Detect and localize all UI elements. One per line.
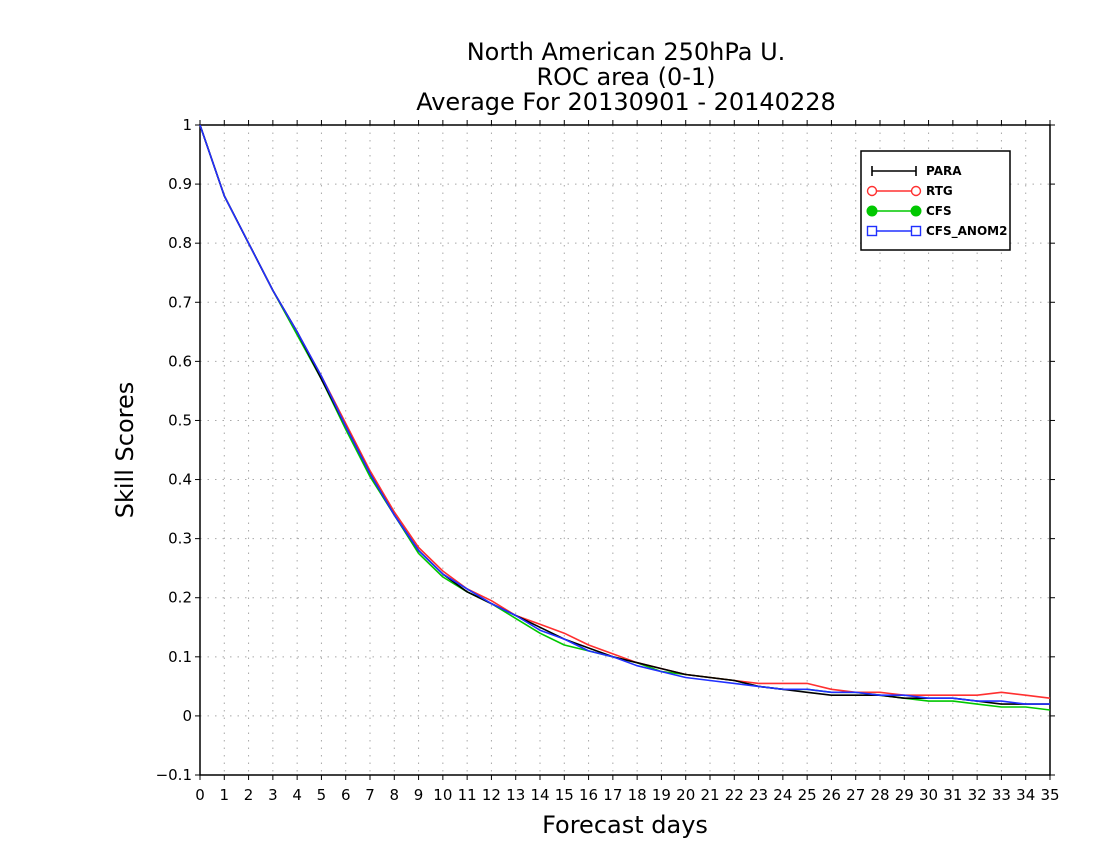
- x-axis-label: Forecast days: [542, 811, 708, 839]
- x-tick-label: 17: [603, 786, 622, 804]
- chart-title-line-3: Average For 20130901 - 20140228: [416, 88, 836, 116]
- legend-label-cfs-anom2: CFS_ANOM2: [926, 224, 1007, 239]
- chart-title-line-2: ROC area (0-1): [536, 63, 715, 91]
- x-tick-label: 26: [822, 786, 841, 804]
- x-tick-label: 8: [390, 786, 400, 804]
- x-tick-label: 16: [579, 786, 598, 804]
- legend-marker-cfs: [866, 205, 878, 217]
- x-tick-label: 20: [676, 786, 695, 804]
- y-tick-label: 0.4: [168, 471, 192, 489]
- x-tick-label: 10: [433, 786, 452, 804]
- x-tick-label: 3: [268, 786, 278, 804]
- x-tick-label: 25: [798, 786, 817, 804]
- chart-title-line-1: North American 250hPa U.: [467, 38, 786, 66]
- x-tick-label: 19: [652, 786, 671, 804]
- legend-label-para: PARA: [926, 164, 962, 178]
- y-axis: −0.1 0 0.1 0.2 0.3 0.4 0.5 0.6 0.7 0.8 0.9 1: [156, 116, 1055, 784]
- y-tick-label: 0.5: [168, 411, 192, 429]
- x-tick-label: 23: [749, 786, 768, 804]
- legend-box: [860, 150, 1011, 251]
- y-tick-label: 0.1: [168, 648, 192, 666]
- y-tick-label: 1: [182, 116, 192, 134]
- legend: PARA RTG CFS CFS_ANOM2: [860, 150, 1011, 251]
- x-tick-label: 29: [895, 786, 914, 804]
- y-tick-label: 0.8: [168, 234, 192, 252]
- x-tick-label: 18: [628, 786, 647, 804]
- legend-label-cfs: CFS: [926, 204, 952, 218]
- x-tick-label: 15: [555, 786, 574, 804]
- x-tick-label: 9: [414, 786, 424, 804]
- x-tick-label: 5: [317, 786, 327, 804]
- x-tick-label: 14: [530, 786, 549, 804]
- x-axis: 0 1 2 3 4 5 6 7 8 9 10 11 12 13 14 15 16 17 18 19 20 21 22 23 24…: [195, 120, 1060, 804]
- x-tick-label: 2: [244, 786, 254, 804]
- y-tick-label: −0.1: [156, 766, 192, 784]
- legend-marker-rtg: [910, 185, 922, 197]
- x-tick-label: 6: [341, 786, 351, 804]
- plot-frame: [199, 124, 1051, 776]
- legend-marker-cfs-anom2: [866, 225, 878, 237]
- x-tick-label: 12: [482, 786, 501, 804]
- legend-marker-cfs-anom2: [910, 225, 922, 237]
- x-tick-label: 22: [725, 786, 744, 804]
- y-tick-label: 0.3: [168, 530, 192, 548]
- y-axis-label: Skill Scores: [111, 382, 139, 519]
- legend-marker-rtg: [866, 185, 878, 197]
- x-tick-label: 1: [220, 786, 230, 804]
- x-tick-label: 24: [773, 786, 792, 804]
- series-line-cfs-anom2: [199, 124, 1050, 705]
- x-tick-label: 31: [943, 786, 962, 804]
- legend-marker-cfs: [910, 205, 922, 217]
- x-tick-label: 28: [870, 786, 889, 804]
- legend-label-rtg: RTG: [926, 184, 953, 198]
- x-tick-label: 30: [919, 786, 938, 804]
- series-lines: [199, 124, 1051, 711]
- y-tick-label: 0.2: [168, 589, 192, 607]
- x-tick-label: 7: [365, 786, 375, 804]
- x-tick-label: 34: [1016, 786, 1035, 804]
- y-tick-label: 0.6: [168, 352, 192, 370]
- x-tick-label: 35: [1040, 786, 1059, 804]
- x-tick-label: 27: [846, 786, 865, 804]
- x-tick-label: 33: [992, 786, 1011, 804]
- x-tick-label: 0: [195, 786, 205, 804]
- x-tick-label: 32: [968, 786, 987, 804]
- y-tick-label: 0.9: [168, 175, 192, 193]
- x-tick-label: 21: [700, 786, 719, 804]
- x-tick-label: 11: [458, 786, 477, 804]
- x-tick-label: 13: [506, 786, 525, 804]
- y-tick-label: 0.7: [168, 293, 192, 311]
- y-tick-label: 0: [182, 707, 192, 725]
- x-tick-label: 4: [292, 786, 302, 804]
